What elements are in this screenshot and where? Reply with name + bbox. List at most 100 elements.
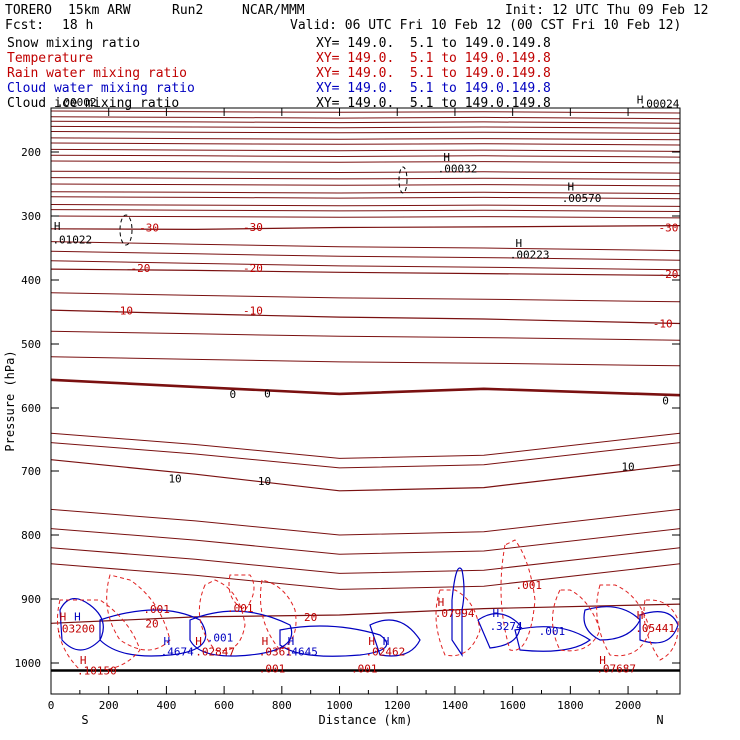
extremum-label: .001 [259, 663, 286, 676]
y-tick-label: 1000 [15, 657, 42, 670]
contour-label: -30 [243, 221, 263, 234]
rain-water-contour [228, 574, 255, 611]
x-tick-label: 1000 [326, 699, 353, 712]
x-tick-label: 0 [48, 699, 55, 712]
extremum-label: .001 [539, 625, 566, 638]
extremum-label: .05441 [635, 622, 675, 635]
legend-cloudice-name: Cloud ice mixing ratio [7, 96, 180, 111]
contour-label: 10 [168, 473, 181, 486]
extremum-label: .00570 [562, 192, 602, 205]
x-tick-label: 200 [99, 699, 119, 712]
extremum-label: .00002 [57, 96, 97, 109]
cloud-ice-contour [398, 166, 408, 194]
background-contour [51, 215, 680, 219]
legend-temp-name: Temperature [7, 51, 94, 66]
x-tick-label: 2000 [615, 699, 642, 712]
y-tick-label: 400 [21, 274, 41, 287]
background-contour [51, 563, 680, 590]
extremum-label: .00223 [510, 248, 550, 261]
temperature-contour [51, 268, 680, 277]
background-contour [51, 183, 680, 187]
valid-time: Valid: 06 UTC Fri 10 Feb 12 (00 CST Fri … [290, 18, 682, 33]
background-contour [51, 160, 680, 164]
extremum-label: .001 [516, 579, 543, 592]
x-axis-label: Distance (km) [319, 713, 413, 727]
x-tick-label: 1400 [442, 699, 469, 712]
y-tick-label: 300 [21, 210, 41, 223]
legend-cloudwater-name: Cloud water mixing ratio [7, 81, 195, 96]
legend-snow-xy: XY= 149.0. 5.1 to 149.0.149.8 [316, 36, 551, 51]
background-contour [51, 260, 680, 271]
contour-label: 0 [662, 394, 669, 407]
background-contour [51, 148, 680, 152]
contour-label: -20 [659, 268, 679, 281]
background-contour [51, 137, 680, 141]
legend-cloudice-xy: XY= 149.0. 5.1 to 149.0.149.8 [316, 96, 551, 111]
extremum-label: .00024 [640, 97, 680, 110]
background-contour [51, 120, 680, 124]
contour-label: 20 [145, 617, 158, 630]
cloud-water-contour [451, 567, 465, 657]
background-contour [51, 356, 680, 367]
extremum-label: H [262, 635, 269, 648]
cloud-water-contour [99, 609, 207, 657]
x-tick-label: 1200 [384, 699, 411, 712]
background-contour [51, 131, 680, 134]
contour-label: -30 [659, 222, 679, 235]
axes-layer: 0 200 400 600 800 1000 1200 1400 1600 1800 2000200… [3, 107, 681, 727]
contour-label: 10 [258, 475, 271, 488]
run-label: Run2 [172, 3, 204, 18]
extremum-label: H [637, 94, 644, 107]
background-contour [51, 191, 680, 195]
cloud-ice-contour [119, 214, 133, 246]
cloud-water-contour [279, 625, 388, 657]
rain-water-contour [198, 579, 246, 652]
background-contour [51, 125, 680, 129]
extremum-label: .001 [227, 602, 254, 615]
temperature-contour [51, 309, 680, 325]
rain-water-contour [259, 579, 297, 651]
background-contour [51, 110, 680, 114]
temperature-contour [51, 378, 680, 397]
legend-cloudwater-xy: XY= 149.0. 5.1 to 149.0.149.8 [316, 81, 551, 96]
extremum-label: H [54, 220, 61, 233]
background-contour [51, 116, 680, 120]
contour-label: -20 [243, 262, 263, 275]
south-end-label: S [81, 713, 88, 727]
cloud-water-contour [369, 619, 421, 657]
rain-water-contour [500, 539, 536, 651]
contour-label: 20 [304, 611, 317, 624]
legend-snow-name: Snow mixing ratio [7, 36, 141, 51]
y-tick-label: 700 [21, 465, 41, 478]
x-tick-label: 1800 [557, 699, 584, 712]
x-tick-label: 800 [272, 699, 292, 712]
init-time: Init: 12 UTC Thu 09 Feb 12 [505, 3, 709, 18]
cloud-water-contour [59, 598, 104, 651]
contour-label: -10 [113, 305, 133, 318]
extremum-label: .4645 [285, 645, 318, 658]
extremum-label: H [637, 609, 644, 622]
extremum-label: .001 [207, 631, 234, 644]
contour-label: -20 [131, 262, 151, 275]
extremum-label: .4674 [161, 645, 194, 658]
background-contour [51, 204, 680, 207]
background-contour [51, 330, 680, 341]
extremum-label: .01022 [52, 234, 92, 247]
extremum-label: H [195, 635, 202, 648]
extremum-label: H [80, 654, 87, 667]
fcst-label: Fcst: [5, 18, 45, 33]
contour-label: -30 [139, 222, 159, 235]
extremum-label: .00032 [438, 163, 478, 176]
extremum-label: H [438, 596, 445, 609]
contour-label: -10 [243, 305, 263, 318]
y-tick-label: 900 [21, 593, 41, 606]
background-contour [51, 508, 680, 536]
background-contour [51, 196, 680, 200]
y-tick-label: 600 [21, 402, 41, 415]
background-contour [51, 241, 680, 252]
temperature-contour [51, 225, 680, 231]
fcst-value: 18 h [62, 18, 94, 33]
extremum-label: H [492, 607, 499, 620]
x-tick-label: 400 [156, 699, 176, 712]
